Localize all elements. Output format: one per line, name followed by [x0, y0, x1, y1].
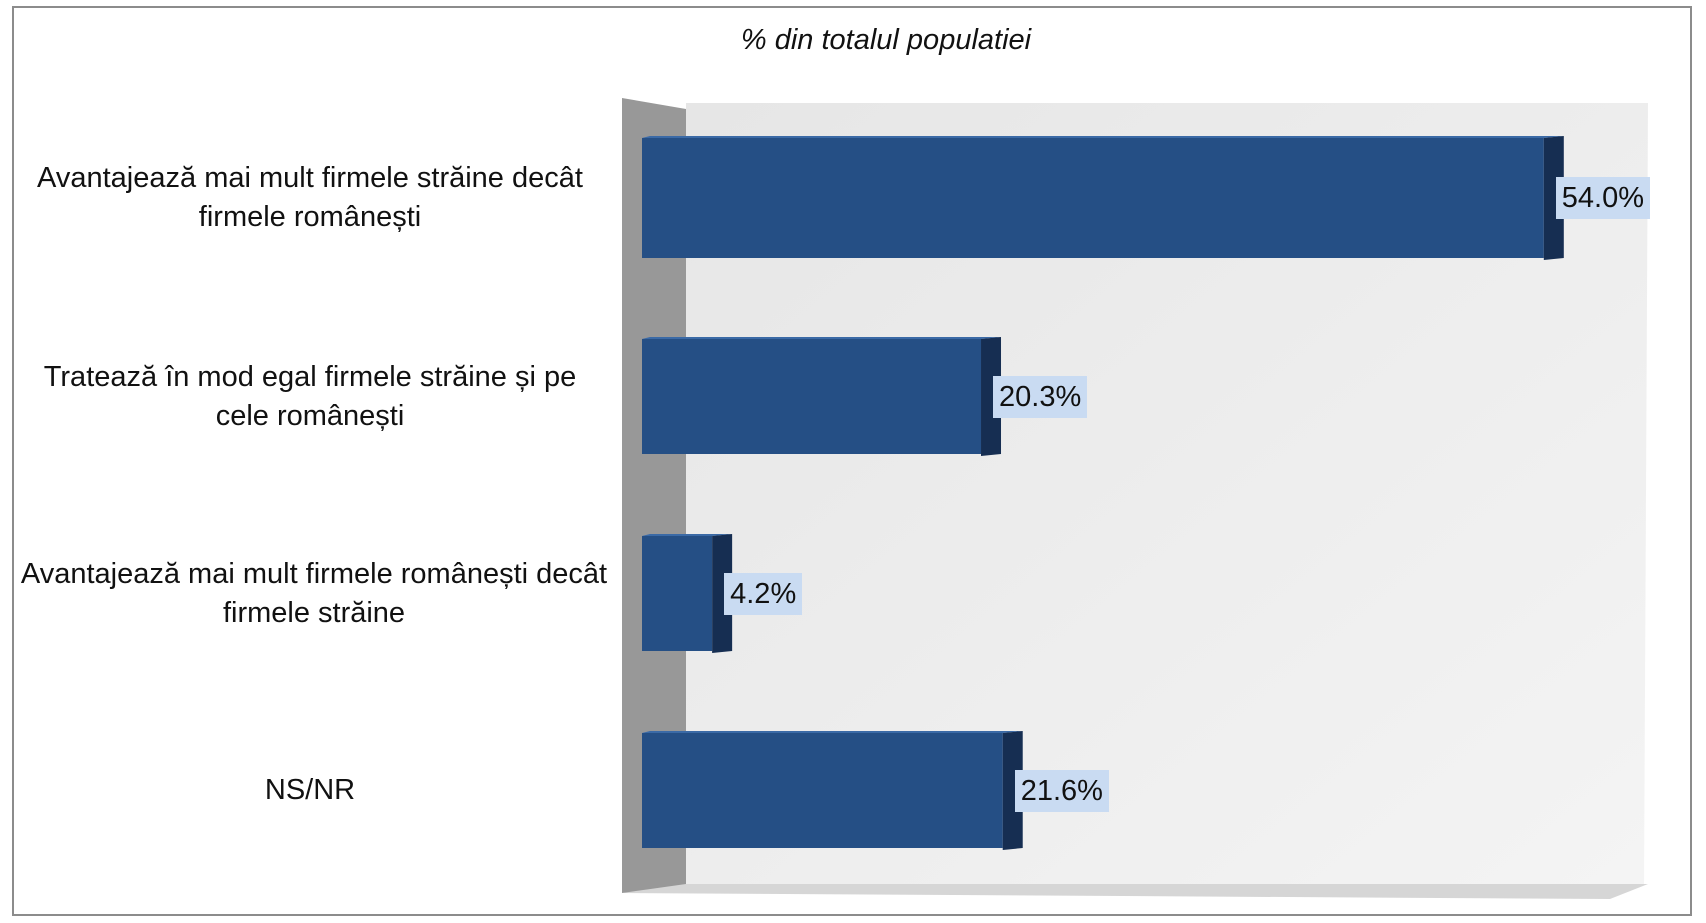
- bar: [642, 733, 1003, 848]
- data-label: 21.6%: [1014, 769, 1109, 812]
- category-label: Tratează în mod egal firmele străine și …: [43, 360, 577, 432]
- bar: [642, 536, 713, 651]
- bar-top: [642, 136, 1564, 138]
- data-label: 4.2%: [724, 572, 803, 615]
- bar-side: [981, 337, 1002, 456]
- plot-back-wall: [686, 103, 1648, 890]
- data-label: 54.0%: [1555, 177, 1651, 219]
- data-label: 20.3%: [993, 375, 1088, 418]
- bar-side: [712, 534, 733, 653]
- bar-side: [1002, 731, 1023, 850]
- plot-floor: [622, 884, 1648, 899]
- category-label: NS/NR: [264, 774, 356, 806]
- plot-side-wall: [622, 98, 686, 893]
- category-label: Avantajează mai mult firmele străine dec…: [37, 162, 583, 233]
- bar: [642, 339, 982, 454]
- bar-top: [642, 534, 733, 536]
- bar-side: [1543, 136, 1564, 260]
- bar-top: [642, 731, 1023, 733]
- bar-top: [642, 337, 1002, 339]
- chart-title: % din totalul populatiei: [740, 24, 1032, 56]
- category-label: Avantajează mai mult firmele românești d…: [20, 557, 608, 629]
- bar: [642, 138, 1544, 258]
